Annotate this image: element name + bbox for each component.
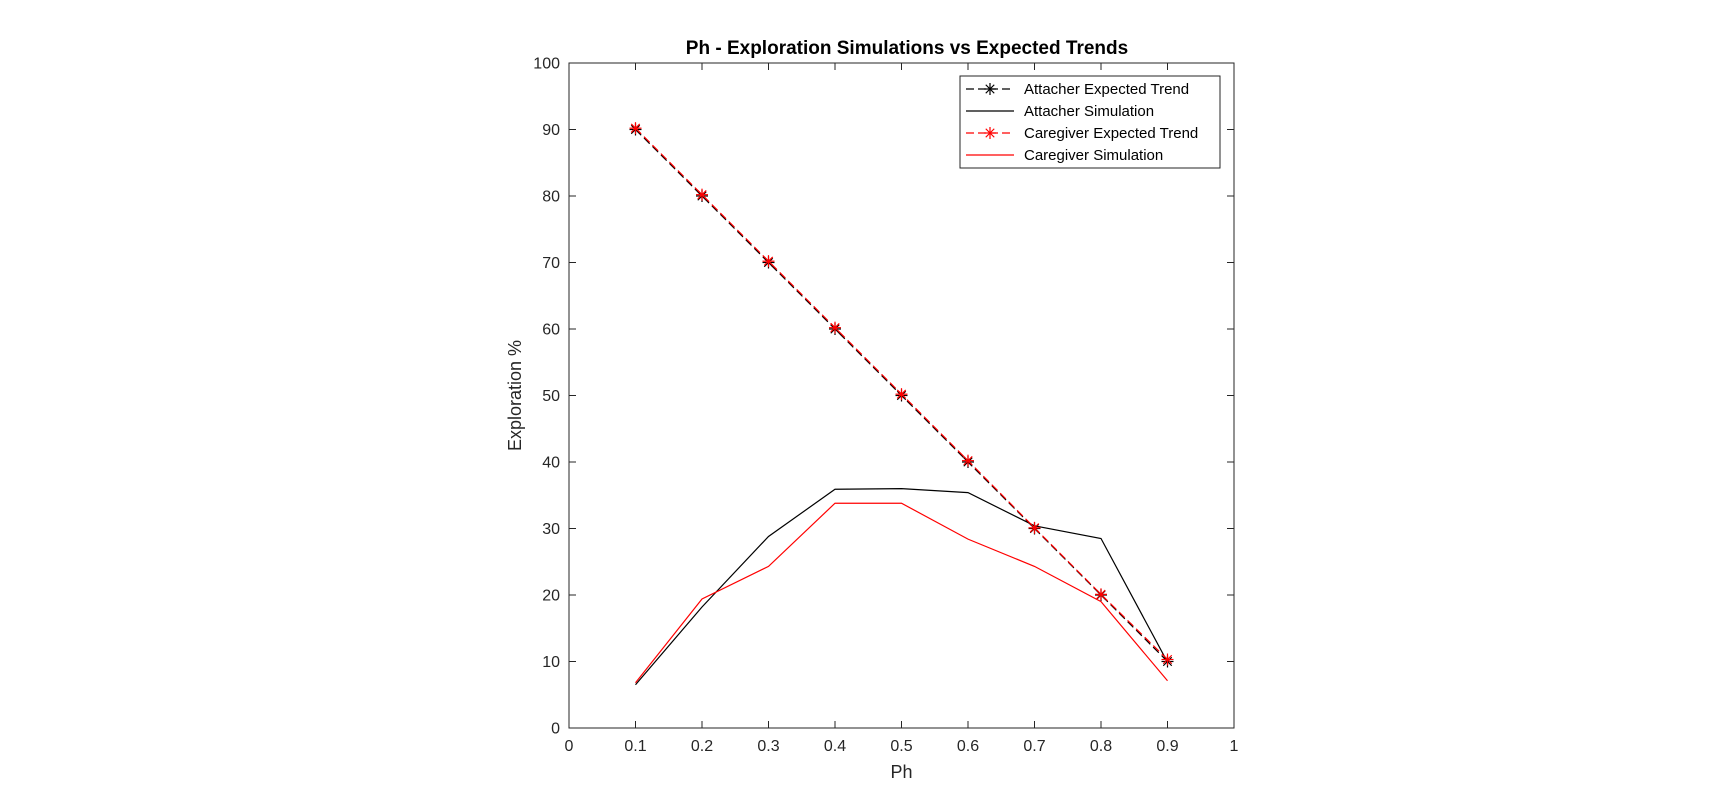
- legend-label: Attacher Expected Trend: [1024, 81, 1189, 98]
- y-tick-label: 30: [542, 521, 560, 538]
- x-tick-label: 1: [1230, 738, 1239, 755]
- series-layer: [629, 122, 1174, 686]
- legend-label: Caregiver Simulation: [1024, 147, 1163, 164]
- legend-entry-caregiver-expected-trend: Caregiver Expected Trend: [966, 125, 1198, 142]
- y-tick-label: 20: [542, 588, 560, 605]
- y-tick-label: 60: [542, 322, 560, 339]
- x-tick-label: 0.7: [1023, 738, 1045, 755]
- legend-box: [959, 75, 1221, 169]
- y-tick-label: 70: [542, 255, 560, 272]
- legend-entry-attacher-expected-trend: Attacher Expected Trend: [966, 81, 1189, 98]
- caregiver-expected-trend-point: [895, 388, 908, 401]
- caregiver-expected-trend-point: [1161, 653, 1174, 666]
- y-axis: 0 10 20 30 40 50 60 70 80 90 100: [533, 56, 1234, 738]
- caregiver-expected-trend-point: [629, 122, 642, 135]
- legend-entry-attacher-simulation: Attacher Simulation: [966, 103, 1154, 120]
- x-axis: 0 0.1 0.2 0.3 0.4 0.5 0.6 0.7 0.8 0.9 1: [565, 63, 1239, 755]
- caregiver-expected-trend-point: [1028, 521, 1041, 534]
- caregiver-expected-trend-point: [829, 321, 841, 334]
- caregiver-expected-trend-point: [696, 188, 708, 201]
- x-tick-label: 0.2: [691, 738, 713, 755]
- caregiver-simulation-series: [635, 502, 1168, 684]
- legend-marker: [984, 83, 996, 95]
- y-tick-label: 90: [542, 122, 560, 139]
- y-tick-label: 100: [533, 56, 560, 73]
- legend: Attacher Expected Trend Attacher Simulati…: [959, 75, 1221, 169]
- legend-entry-caregiver-simulation: Caregiver Simulation: [966, 147, 1163, 164]
- x-tick-label: 0.9: [1156, 738, 1178, 755]
- attacher-simulation-line: [635, 487, 1169, 686]
- caregiver-expected-trend-point: [762, 255, 775, 268]
- y-tick-label: 80: [542, 189, 560, 206]
- legend-label: Attacher Simulation: [1024, 103, 1154, 120]
- y-tick-label: 10: [542, 654, 560, 671]
- x-axis-label: Ph: [890, 762, 912, 782]
- legend-label: Caregiver Expected Trend: [1024, 125, 1198, 142]
- caregiver-expected-trend-point: [962, 454, 974, 467]
- x-tick-label: 0.1: [624, 738, 646, 755]
- chart-title: Ph - Exploration Simulations vs Expected…: [686, 38, 1128, 59]
- attacher-simulation-series: [635, 487, 1169, 686]
- y-axis-label: Exploration %: [505, 340, 525, 451]
- y-tick-label: 0: [551, 721, 560, 738]
- y-tick-label: 40: [542, 455, 560, 472]
- caregiver-expected-trend-point: [1095, 588, 1107, 601]
- y-tick-label: 50: [542, 388, 560, 405]
- x-tick-label: 0.6: [957, 738, 979, 755]
- x-tick-label: 0: [565, 738, 574, 755]
- x-tick-label: 0.5: [890, 738, 912, 755]
- x-tick-label: 0.3: [757, 738, 779, 755]
- x-tick-label: 0.4: [824, 738, 846, 755]
- legend-marker: [984, 127, 996, 139]
- plot-frame: [568, 62, 1235, 729]
- caregiver-expected-trend-series: [629, 122, 1174, 666]
- caregiver-simulation-line: [635, 502, 1168, 684]
- x-tick-label: 0.8: [1090, 738, 1112, 755]
